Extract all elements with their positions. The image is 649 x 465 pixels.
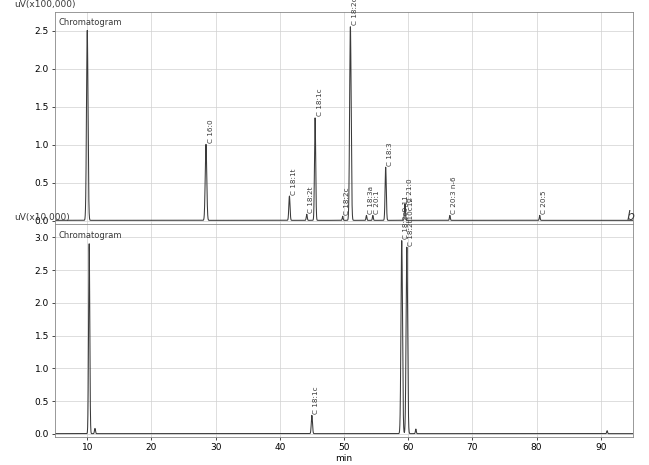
Text: C 20:3 n-6: C 20:3 n-6: [452, 177, 458, 214]
Text: C 20:1: C 20:1: [374, 191, 380, 214]
Text: Chromatogram: Chromatogram: [58, 231, 121, 240]
X-axis label: min: min: [336, 241, 352, 250]
Text: C 18:1c: C 18:1c: [317, 89, 323, 116]
Text: C 18:2c: C 18:2c: [344, 187, 350, 215]
Text: uV(x100,000): uV(x100,000): [15, 0, 76, 9]
Text: C 16:0: C 16:0: [208, 120, 214, 143]
Text: C 21:0: C 21:0: [406, 179, 413, 202]
X-axis label: min: min: [336, 454, 352, 463]
Text: C 18:2c: C 18:2c: [352, 0, 358, 25]
Text: C 18:2c9,11: C 18:2c9,11: [403, 196, 410, 239]
Text: C 20:5: C 20:5: [541, 191, 547, 214]
Text: b: b: [627, 210, 635, 223]
Text: C 18:2t10c12: C 18:2t10c12: [408, 197, 415, 246]
Text: uV(x10,000): uV(x10,000): [15, 213, 71, 222]
Text: C 18:2t: C 18:2t: [308, 186, 314, 213]
Text: C 18:3: C 18:3: [387, 142, 393, 166]
Text: C 18:1c: C 18:1c: [313, 386, 319, 414]
Text: C 18:3a: C 18:3a: [368, 186, 374, 214]
Text: C 18:1t: C 18:1t: [291, 168, 297, 195]
Text: Chromatogram: Chromatogram: [58, 18, 121, 27]
